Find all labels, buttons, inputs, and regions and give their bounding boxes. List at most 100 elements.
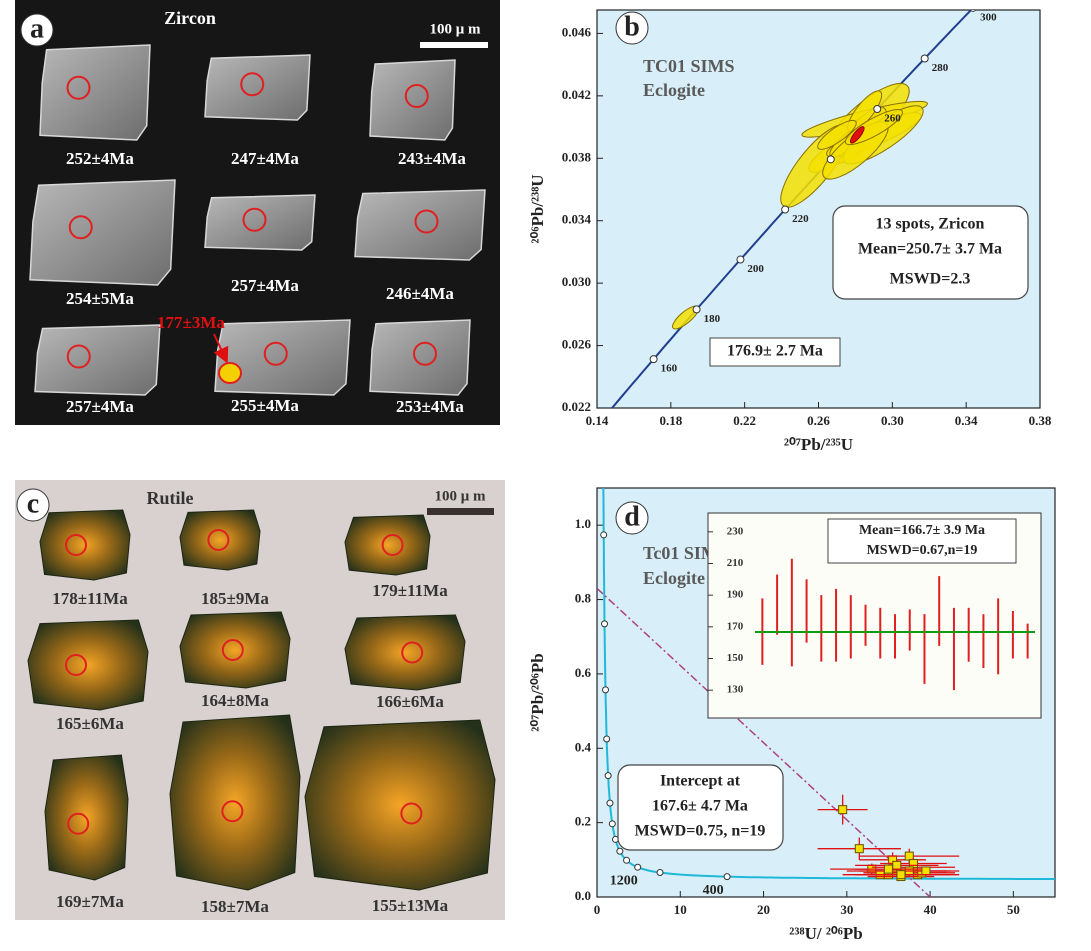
age-marker [827,156,834,163]
age-label: 220 [792,213,809,225]
zircon-grain [40,45,150,140]
x-axis-label: ²³⁸U/ ²⁰⁶Pb [789,924,862,943]
data-point [922,867,930,875]
grain-age: 254±5Ma [66,289,134,308]
age-marker [782,206,789,213]
grain-age: 257±4Ma [231,276,299,295]
spot-annotation: 177±3Ma [157,313,225,332]
panel-letter: b [624,11,640,42]
x-tick-label: 10 [674,902,687,917]
data-point [884,865,892,873]
zircon-grain [205,55,310,120]
age-label: 400 [703,883,724,898]
data-point [909,860,917,868]
chart-subtitle: Eclogite [643,568,705,588]
annotation: Mean=166.7± 3.9 Ma [859,523,985,538]
rutile-grain [28,620,148,710]
age-label: 1200 [610,873,638,888]
x-tick-label: 0.38 [1029,413,1052,428]
grain-age: 158±7Ma [201,897,269,916]
inset-y-tick-label: 230 [727,525,744,537]
grain-age: 179±11Ma [372,581,448,600]
age-marker [737,256,744,263]
age-marker [970,4,977,11]
y-tick-label: 0.046 [562,24,592,39]
x-axis-label: ²⁰⁷Pb/²³⁵U [784,435,853,454]
y-tick-label: 0.8 [575,591,592,606]
age-label: 160 [661,363,678,375]
zircon-grain [35,325,160,395]
x-tick-label: 0.34 [955,413,978,428]
y-axis-label: ²⁰⁶Pb/²³⁸U [528,174,547,243]
scale-bar [420,42,488,48]
x-tick-label: 0.26 [807,413,830,428]
y-axis-label: ²⁰⁷Pb/²⁰⁶Pb [528,653,547,731]
grain-age: 255±4Ma [231,396,299,415]
x-tick-label: 0.22 [733,413,756,428]
zircon-grain [370,320,470,395]
annotation: Intercept at [660,773,741,790]
grain-age: 164±8Ma [201,691,269,710]
rutile-grain [180,510,260,570]
rutile-grain [345,515,430,575]
age-marker [604,736,610,742]
inset-y-tick-label: 150 [727,652,744,664]
y-tick-label: 0.6 [575,665,592,680]
age-marker [635,864,641,870]
x-tick-label: 50 [1007,902,1020,917]
inset-y-tick-label: 210 [727,557,744,569]
x-tick-label: 20 [757,902,770,917]
age-marker [601,532,607,538]
chart-subtitle: Eclogite [643,80,705,100]
age-marker [609,821,615,827]
grain-age: 247±4Ma [231,149,299,168]
x-tick-label: 0.18 [659,413,682,428]
age-label: 260 [884,113,901,125]
figure: 252±4Ma247±4Ma243±4Ma254±5Ma257±4Ma246±4… [0,0,1091,951]
zircon-grain [215,320,350,395]
grain-age: 246±4Ma [386,284,454,303]
grain-age: 165±6Ma [56,714,124,733]
annotation: 13 spots, Zricon [876,216,985,233]
grain-age: 166±6Ma [376,692,444,711]
x-tick-label: 30 [840,902,853,917]
annotation: 167.6± 4.7 Ma [652,798,748,815]
rutile-grain [180,612,290,688]
x-tick-label: 40 [924,902,937,917]
age-marker [602,621,608,627]
grain-age: 253±4Ma [396,397,464,416]
y-tick-label: 1.0 [575,516,591,531]
young-spot [219,363,241,383]
rutile-grain [305,720,495,890]
age-marker [617,848,623,854]
y-tick-label: 0.0 [575,888,591,903]
age-marker [650,356,657,363]
grain-age: 257±4Ma [66,397,134,416]
age-marker [693,306,700,313]
rutile-grain [345,615,465,690]
annotation: MSWD=2.3 [890,271,971,288]
age-marker [605,773,611,779]
age-label: 300 [980,11,997,23]
data-point [855,845,863,853]
data-point [905,852,913,860]
age-marker [603,687,609,693]
scale-bar-label: 100 μ m [430,21,482,37]
annotation: 176.9± 2.7 Ma [727,343,823,360]
age-marker [624,857,630,863]
inset-y-tick-label: 190 [727,589,744,601]
data-point [893,861,901,869]
panel-title: Zircon [164,8,216,28]
y-tick-label: 0.026 [562,337,592,352]
age-label: 280 [932,62,949,74]
data-point [897,871,905,879]
x-tick-label: 0.30 [881,413,904,428]
age-label: 200 [747,263,764,275]
y-tick-label: 0.038 [562,149,592,164]
panel-letter: a [30,13,44,44]
x-tick-label: 0 [594,902,601,917]
annotation: MSWD=0.75, n=19 [635,823,766,840]
chart-title: TC01 SIMS [643,56,735,76]
y-tick-label: 0.034 [562,212,592,227]
grain-age: 169±7Ma [56,892,124,911]
